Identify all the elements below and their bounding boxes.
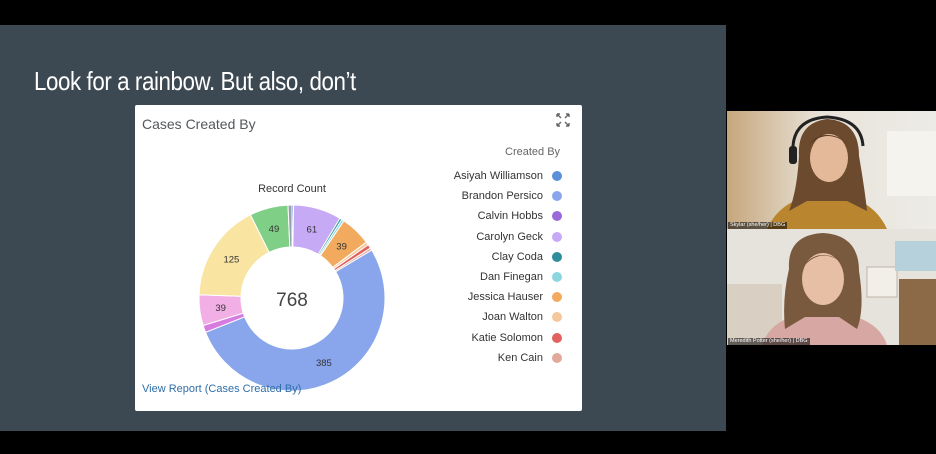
slice-value-label: 39 [336,241,347,252]
expand-icon[interactable] [556,113,570,127]
legend-label: Joan Walton [482,311,543,324]
legend-color-dot [552,231,562,242]
slice-value-label: 385 [316,358,332,369]
legend-label: Brandon Persico [461,190,543,203]
participant-avatar-1 [727,111,936,229]
legend-label: Ken Cain [497,351,543,364]
legend-color-dot [552,332,562,343]
dashboard-card: Cases Created By Record Count 61 39 385 39 1… [135,105,582,411]
legend-label: Calvin Hobbs [477,210,543,223]
participant-video-2: Meredith Potter (she/her) | DBG [727,229,936,345]
legend-color-dot [552,191,562,202]
legend-item[interactable]: Brandon Persico [435,189,565,209]
participant-name-2: Meredith Potter (she/her) | DBG [728,338,810,345]
legend-color-dot [552,211,562,222]
legend-item[interactable]: Katie Solomon [435,331,565,351]
chart-title: Record Count [258,183,326,195]
participant-avatar-2 [727,229,936,345]
legend-label: Dan Finegan [480,270,543,283]
legend-item[interactable]: Jessica Hauser [435,290,565,310]
legend-label: Carolyn Geck [476,230,543,243]
presentation-slide: Look for a rainbow. But also, don’t Case… [0,25,726,431]
legend-label: Katie Solomon [471,331,543,344]
view-report-link[interactable]: View Report (Cases Created By) [142,383,302,395]
legend-label: Asiyah Williamson [453,170,543,182]
donut-slice[interactable] [204,249,386,392]
slice-value-label: 61 [307,224,318,235]
legend-label: Jessica Hauser [467,291,543,304]
legend-color-dot [552,352,562,363]
card-title: Cases Created By [142,116,256,132]
legend-item[interactable]: Joan Walton [435,310,565,330]
legend-label: Clay Coda [491,250,543,263]
legend-item[interactable]: Clay Coda [435,250,565,270]
legend-item[interactable]: Ken Cain [435,351,565,371]
legend-color-dot [552,292,562,303]
legend-color-dot [552,312,562,323]
legend-item[interactable]: Calvin Hobbs [435,209,565,229]
legend-item[interactable]: Dan Finegan [435,270,565,290]
legend-item[interactable]: Asiyah Williamson [435,169,565,189]
legend-item[interactable]: Carolyn Geck [435,230,565,250]
center-total: 768 [276,290,308,311]
participant-video-1: Skylar (she/her) | DBG [727,111,936,229]
slice-value-label: 39 [215,303,226,314]
legend-color-dot [552,251,562,262]
slice-value-label: 125 [223,255,239,266]
participant-name-1: Skylar (she/her) | DBG [728,222,788,229]
legend-color-dot [552,171,562,181]
legend[interactable]: Asiyah Williamson Brandon Persico Calvin H… [435,169,565,375]
slice-value-label: 49 [269,224,280,235]
donut-chart: Record Count 61 39 385 39 125 49 768 [198,183,386,392]
legend-color-dot [552,271,562,282]
slide-title: Look for a rainbow. But also, don’t [34,66,356,96]
legend-title: Created By [505,146,561,158]
donut-slice[interactable] [287,204,293,248]
